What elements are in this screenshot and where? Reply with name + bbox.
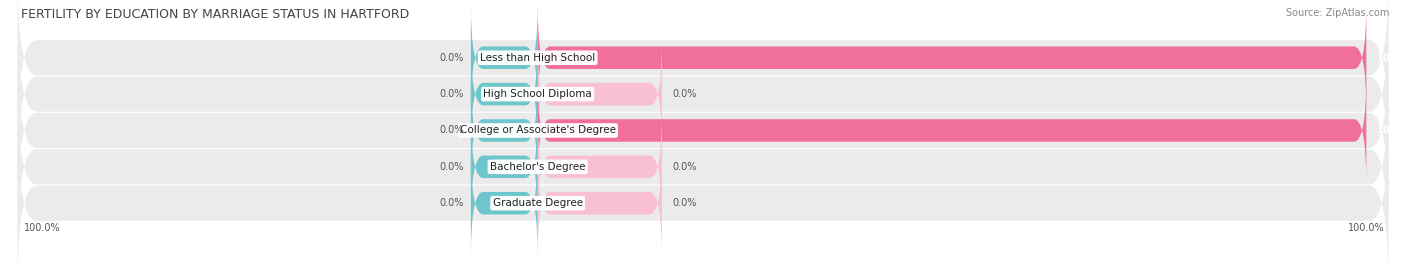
FancyBboxPatch shape: [17, 10, 1389, 178]
FancyBboxPatch shape: [537, 113, 662, 221]
Text: 0.0%: 0.0%: [440, 162, 464, 172]
Text: 0.0%: 0.0%: [672, 162, 696, 172]
Text: 100.0%: 100.0%: [24, 223, 60, 233]
FancyBboxPatch shape: [17, 83, 1389, 251]
Text: 0.0%: 0.0%: [672, 198, 696, 208]
Text: 0.0%: 0.0%: [672, 89, 696, 99]
Text: Bachelor's Degree: Bachelor's Degree: [489, 162, 585, 172]
FancyBboxPatch shape: [537, 40, 662, 148]
Text: Source: ZipAtlas.com: Source: ZipAtlas.com: [1285, 8, 1389, 18]
FancyBboxPatch shape: [471, 40, 537, 148]
Text: FERTILITY BY EDUCATION BY MARRIAGE STATUS IN HARTFORD: FERTILITY BY EDUCATION BY MARRIAGE STATU…: [21, 8, 409, 21]
Text: 0.0%: 0.0%: [440, 89, 464, 99]
Text: Less than High School: Less than High School: [479, 53, 595, 63]
Text: 0.0%: 0.0%: [440, 53, 464, 63]
FancyBboxPatch shape: [471, 76, 537, 185]
Text: 0.0%: 0.0%: [440, 198, 464, 208]
FancyBboxPatch shape: [537, 76, 1367, 185]
FancyBboxPatch shape: [17, 46, 1389, 215]
FancyBboxPatch shape: [17, 0, 1389, 142]
Text: High School Diploma: High School Diploma: [484, 89, 592, 99]
Text: 0.0%: 0.0%: [440, 125, 464, 136]
Text: 100.0%: 100.0%: [1376, 53, 1406, 63]
FancyBboxPatch shape: [471, 113, 537, 221]
FancyBboxPatch shape: [471, 3, 537, 112]
FancyBboxPatch shape: [471, 149, 537, 257]
Text: Graduate Degree: Graduate Degree: [492, 198, 582, 208]
FancyBboxPatch shape: [17, 119, 1389, 269]
Text: 100.0%: 100.0%: [1348, 223, 1385, 233]
Text: 100.0%: 100.0%: [1376, 125, 1406, 136]
FancyBboxPatch shape: [537, 3, 1367, 112]
Text: College or Associate's Degree: College or Associate's Degree: [460, 125, 616, 136]
FancyBboxPatch shape: [537, 149, 662, 257]
